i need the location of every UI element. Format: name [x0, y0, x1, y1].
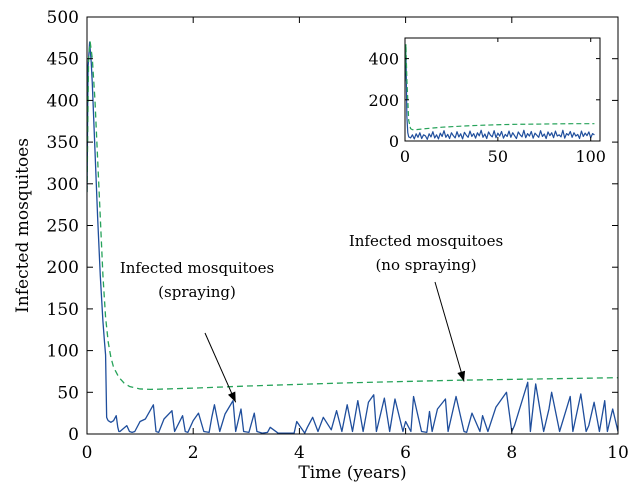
main-y-tick-label: 150 — [47, 300, 79, 320]
annotation-arrow — [204, 332, 237, 403]
main-y-tick-label: 100 — [47, 342, 79, 362]
main-y-tick-label: 500 — [47, 8, 79, 28]
main-y-tick-label: 450 — [47, 50, 79, 70]
inset-y-tick-label: 400 — [368, 50, 399, 69]
annotation-arrowhead — [227, 391, 236, 403]
inset-series-spraying-line — [405, 44, 595, 140]
y-axis-label: Infected mosquitoes — [13, 138, 33, 313]
inset-x-tick-label: 100 — [575, 147, 606, 166]
annotation-text-line: Infected mosquitoes — [349, 232, 503, 250]
main-y-tick-label: 250 — [47, 217, 79, 237]
main-x-tick-label: 6 — [400, 443, 411, 463]
annotation-text-line: Infected mosquitoes — [120, 259, 274, 277]
inset-plot: 0 50 100 0 200 400 — [368, 37, 606, 166]
x-axis-label: Time (years) — [298, 463, 406, 483]
main-y-tick-label: 300 — [47, 175, 79, 195]
main-x-tick-label: 10 — [607, 443, 629, 463]
inset-x-tick-label: 0 — [400, 147, 410, 166]
annotation-arrowhead — [457, 370, 466, 382]
main-y-tick-label: 400 — [47, 91, 79, 111]
inset-y-tick-label: 200 — [368, 91, 399, 110]
main-x-tick-label: 0 — [82, 443, 93, 463]
main-y-tick-label: 50 — [57, 383, 79, 403]
inset-series-no-spraying-line — [405, 43, 595, 131]
main-x-tick-label: 2 — [188, 443, 199, 463]
main-y-tick-label: 0 — [68, 425, 79, 445]
annotation-text-line: (no spraying) — [375, 256, 476, 274]
inset-x-tick-label: 50 — [488, 147, 508, 166]
main-y-tick-label: 350 — [47, 133, 79, 153]
main-y-tick-label: 200 — [47, 258, 79, 278]
annotation-arrow — [434, 281, 465, 382]
inset-frame — [404, 37, 601, 142]
main-series-no-spraying-line — [87, 41, 618, 391]
inset-plot-area — [405, 38, 600, 141]
main-x-tick-label: 8 — [506, 443, 517, 463]
inset-y-tick-label: 0 — [389, 132, 399, 151]
annotation-text-line: (spraying) — [158, 283, 236, 301]
annotation-spraying: Infected mosquitoes (spraying) — [120, 259, 274, 403]
annotation-no-spraying: Infected mosquitoes (no spraying) — [349, 232, 503, 382]
main-x-tick-label: 4 — [294, 443, 305, 463]
